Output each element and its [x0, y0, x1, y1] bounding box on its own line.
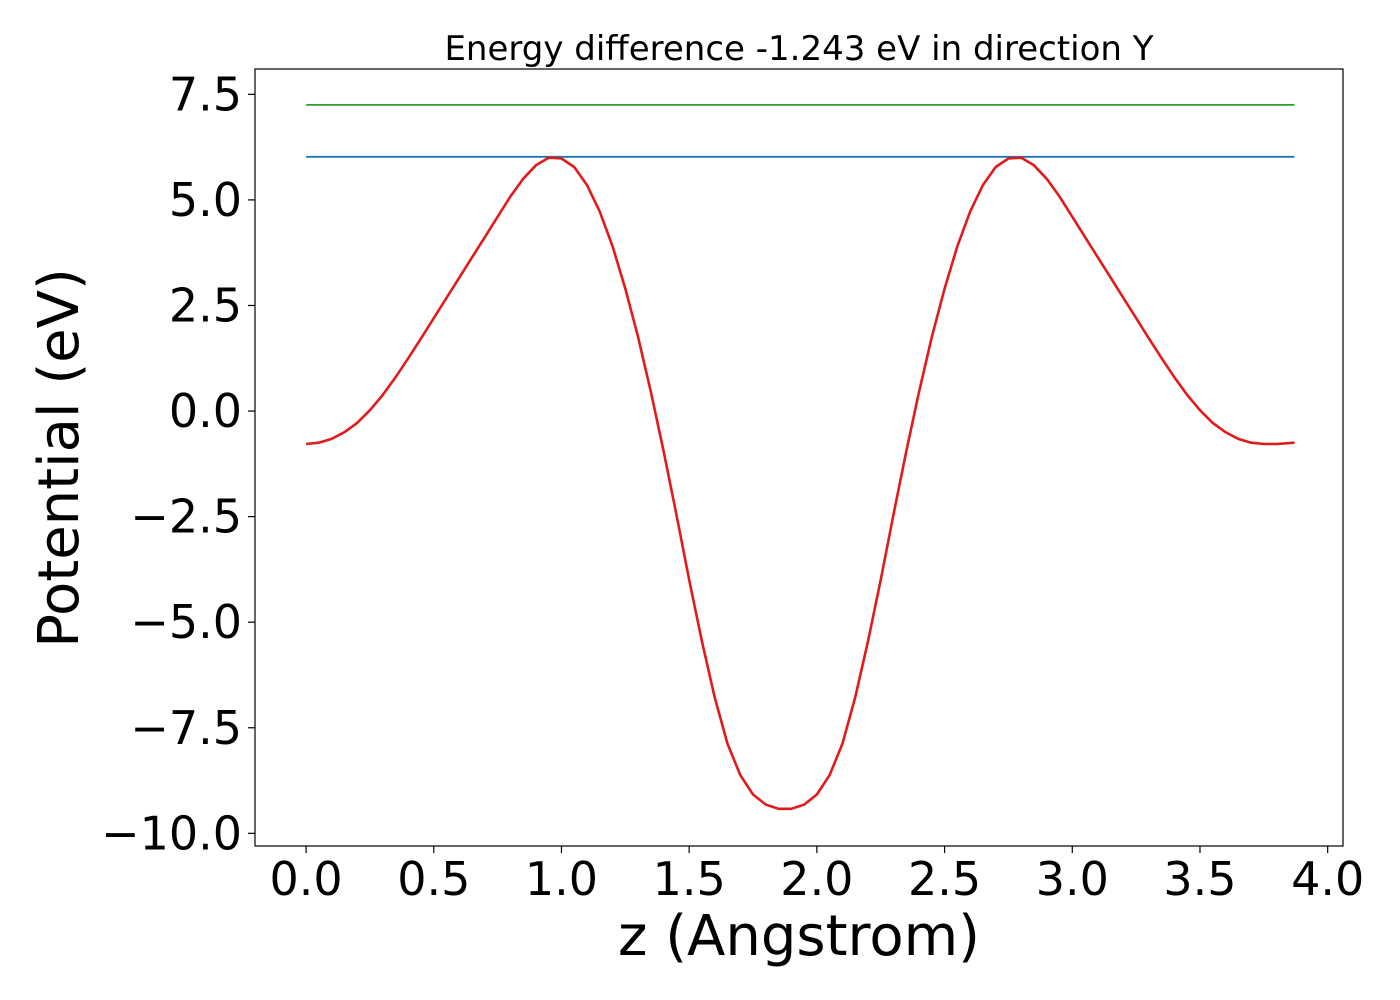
x-tick-label: 3.5 — [1163, 852, 1236, 906]
x-tick-label: 1.0 — [525, 852, 598, 906]
y-tick-label: 7.5 — [169, 67, 242, 121]
x-tick-label: 2.5 — [908, 852, 981, 906]
series-line-2 — [305, 156, 1295, 811]
y-tick-label: −7.5 — [130, 701, 242, 755]
y-tick-label: 2.5 — [169, 278, 242, 332]
y-tick-label: −10.0 — [101, 806, 242, 860]
x-tick-label: 4.0 — [1291, 852, 1364, 906]
y-tick-label: −2.5 — [130, 490, 242, 544]
series-layer — [305, 104, 1295, 811]
x-axis-ticks: 0.0 0.5 1.0 1.5 2.0 2.5 3.0 3.5 4.0 — [270, 846, 1364, 906]
plot-area — [254, 68, 1344, 847]
y-tick-label: −5.0 — [130, 595, 242, 649]
x-tick-label: 3.0 — [1036, 852, 1109, 906]
x-tick-label: 0.5 — [397, 852, 470, 906]
x-tick-label: 2.0 — [780, 852, 853, 906]
chart-title: Energy difference -1.243 eV in direction… — [444, 29, 1153, 69]
x-tick-label: 1.5 — [653, 852, 726, 906]
y-tick-label: 0.0 — [169, 384, 242, 438]
y-tick-label: 5.0 — [169, 173, 242, 227]
x-tick-label: 0.0 — [270, 852, 343, 906]
y-axis-ticks: 7.5 5.0 2.5 0.0 −2.5 −5.0 −7.5 −10.0 — [101, 67, 255, 860]
x-axis-label: z (Angstrom) — [618, 904, 980, 969]
y-axis-label: Potential (eV) — [27, 268, 92, 648]
